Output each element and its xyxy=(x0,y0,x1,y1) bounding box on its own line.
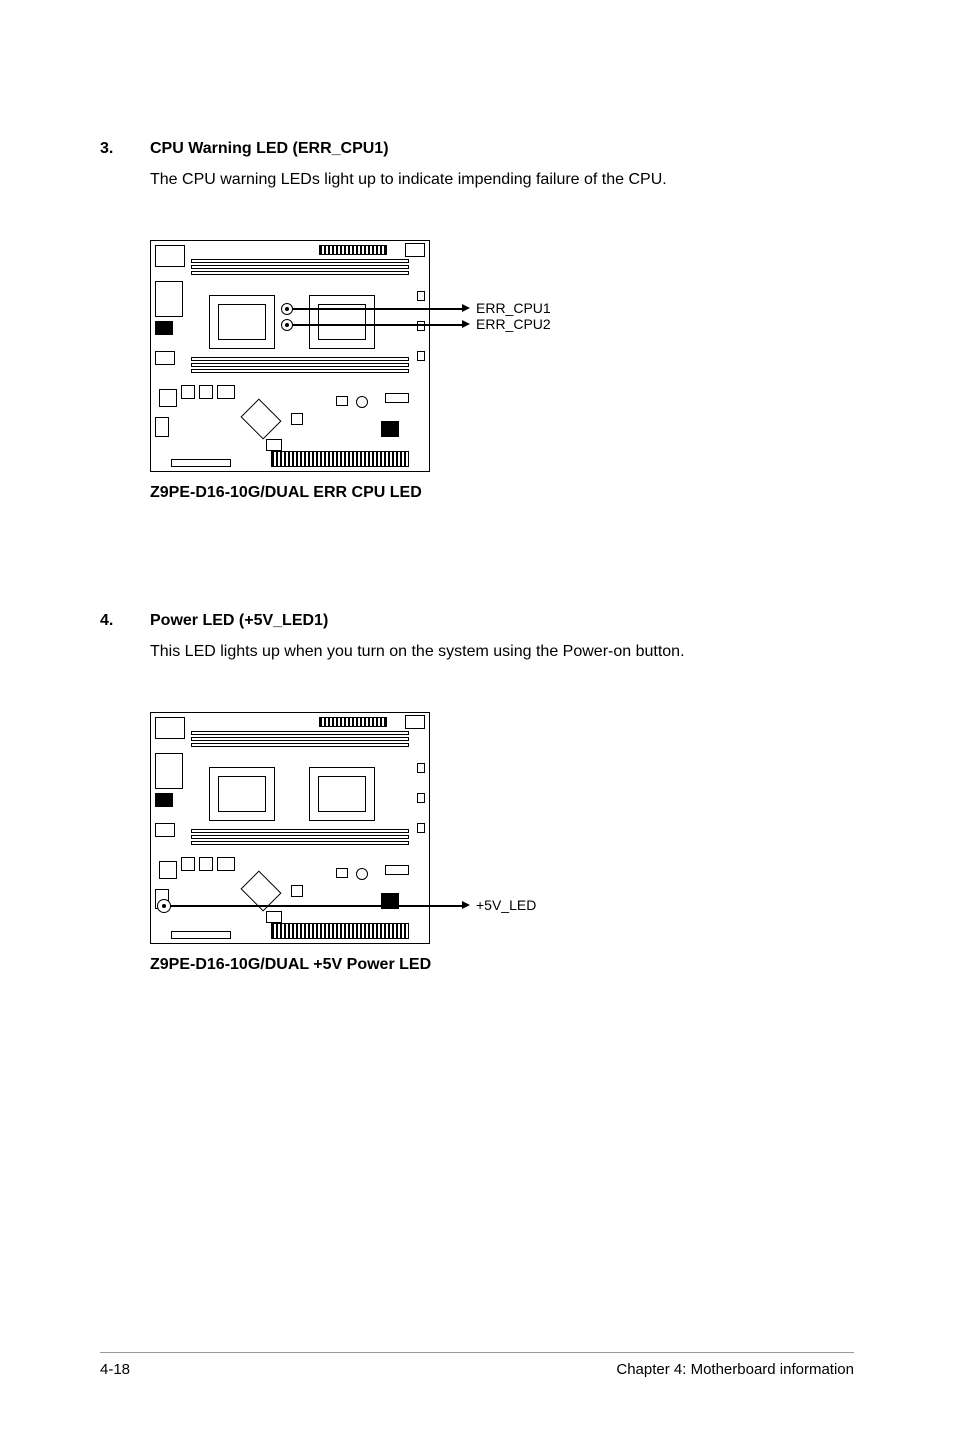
motherboard-diagram xyxy=(150,712,430,944)
section-3: 3. CPU Warning LED (ERR_CPU1) The CPU wa… xyxy=(100,140,854,210)
diagram-err-cpu: ERR_CPU1 ERR_CPU2 xyxy=(150,240,854,472)
section-4: 4. Power LED (+5V_LED1) This LED lights … xyxy=(100,612,854,682)
section-number: 3. xyxy=(100,140,150,210)
label-err-cpu1: ERR_CPU1 xyxy=(476,300,551,316)
section-title: Power LED (+5V_LED1) xyxy=(150,612,854,630)
page-number: 4-18 xyxy=(100,1361,130,1378)
5v-led-icon xyxy=(157,899,171,913)
section-title: CPU Warning LED (ERR_CPU1) xyxy=(150,140,854,158)
diagram-5v-power: +5V_LED xyxy=(150,712,854,944)
label-err-cpu2: ERR_CPU2 xyxy=(476,316,551,332)
motherboard-diagram xyxy=(150,240,430,472)
section-body: CPU Warning LED (ERR_CPU1) The CPU warni… xyxy=(150,140,854,210)
section-description: This LED lights up when you turn on the … xyxy=(150,640,854,664)
section-body: Power LED (+5V_LED1) This LED lights up … xyxy=(150,612,854,682)
diagram-caption: Z9PE-D16-10G/DUAL ERR CPU LED xyxy=(150,484,854,502)
page-footer: 4-18 Chapter 4: Motherboard information xyxy=(100,1352,854,1378)
section-number: 4. xyxy=(100,612,150,682)
chapter-title: Chapter 4: Motherboard information xyxy=(616,1361,854,1378)
section-description: The CPU warning LEDs light up to indicat… xyxy=(150,168,854,192)
label-5v-led: +5V_LED xyxy=(476,897,536,913)
diagram-caption: Z9PE-D16-10G/DUAL +5V Power LED xyxy=(150,956,854,974)
